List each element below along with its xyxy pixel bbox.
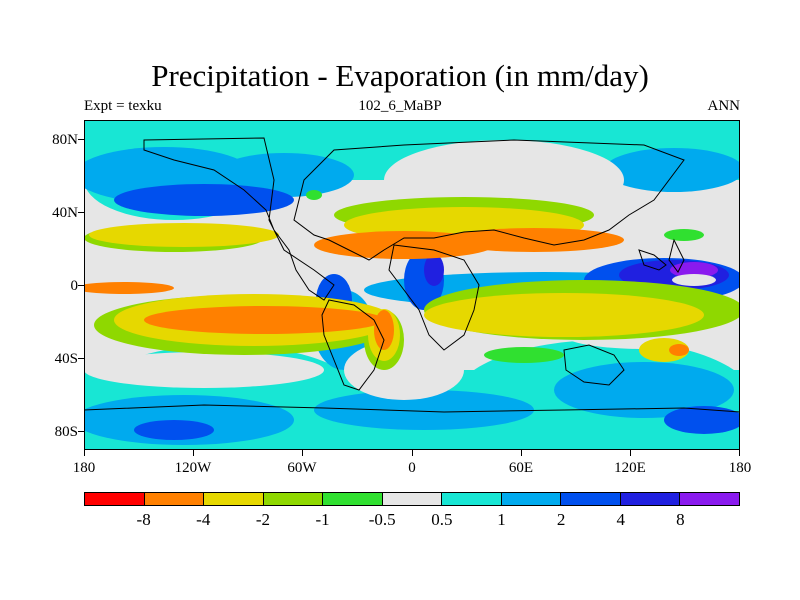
colorbar-box [620, 493, 681, 505]
colorbar-box [501, 493, 562, 505]
colorbar-label: -0.5 [368, 510, 396, 529]
map-canvas [84, 120, 740, 450]
lon-tick [302, 450, 303, 456]
lat-tick [78, 139, 84, 140]
colorbar-box [204, 493, 264, 505]
colorbar-box [442, 493, 502, 505]
colorbar-label: 4 [616, 510, 625, 529]
lon-tick [630, 450, 631, 456]
lon-label-60w: 60W [287, 460, 317, 476]
colorbar-box [263, 493, 324, 505]
lon-label-180e: 180 [728, 460, 752, 476]
lat-tick [78, 285, 84, 286]
lat-label-80s: 80S [54, 424, 78, 440]
season-label: ANN [707, 98, 741, 114]
experiment-label: Expt = texku [84, 98, 162, 114]
lon-tick [193, 450, 194, 456]
colorbar-label: -4 [196, 510, 211, 529]
lat-label-80n: 80N [52, 132, 78, 148]
lon-tick [521, 450, 522, 456]
lon-label-60e: 60E [508, 460, 534, 476]
lon-label-120e: 120E [614, 460, 646, 476]
colorbar-box [85, 493, 145, 505]
pe-map [84, 120, 740, 450]
lat-label-40n: 40N [52, 205, 78, 221]
colorbar-label: -2 [255, 510, 270, 529]
plot-title: Precipitation - Evaporation (in mm/day) [151, 58, 649, 93]
lon-tick [412, 450, 413, 456]
colorbar-box [144, 493, 205, 505]
lon-label-0: 0 [408, 460, 416, 476]
lat-label-0: 0 [70, 278, 79, 294]
colorbar-label: -1 [315, 510, 330, 529]
colorbar-box [382, 493, 443, 505]
lat-label-40s: 40S [54, 351, 78, 367]
lon-tick [739, 450, 740, 456]
lon-label-120w: 120W [174, 460, 212, 476]
colorbar-label: 8 [676, 510, 685, 529]
colorbar-box [323, 493, 383, 505]
colorbar-label: -8 [136, 510, 151, 529]
colorbar-label: 2 [556, 510, 566, 529]
colorbar-box [561, 493, 621, 505]
lon-label-180w: 180 [72, 460, 96, 476]
lat-tick [78, 212, 84, 213]
colorbar-label: 0.5 [431, 510, 453, 529]
lat-tick [78, 431, 84, 432]
lon-tick [84, 450, 85, 456]
colorbar [84, 492, 740, 506]
period-label: 102_6_MaBP [358, 98, 442, 114]
lat-tick [78, 358, 84, 359]
colorbar-box [680, 493, 740, 505]
colorbar-label: 1 [497, 510, 506, 529]
